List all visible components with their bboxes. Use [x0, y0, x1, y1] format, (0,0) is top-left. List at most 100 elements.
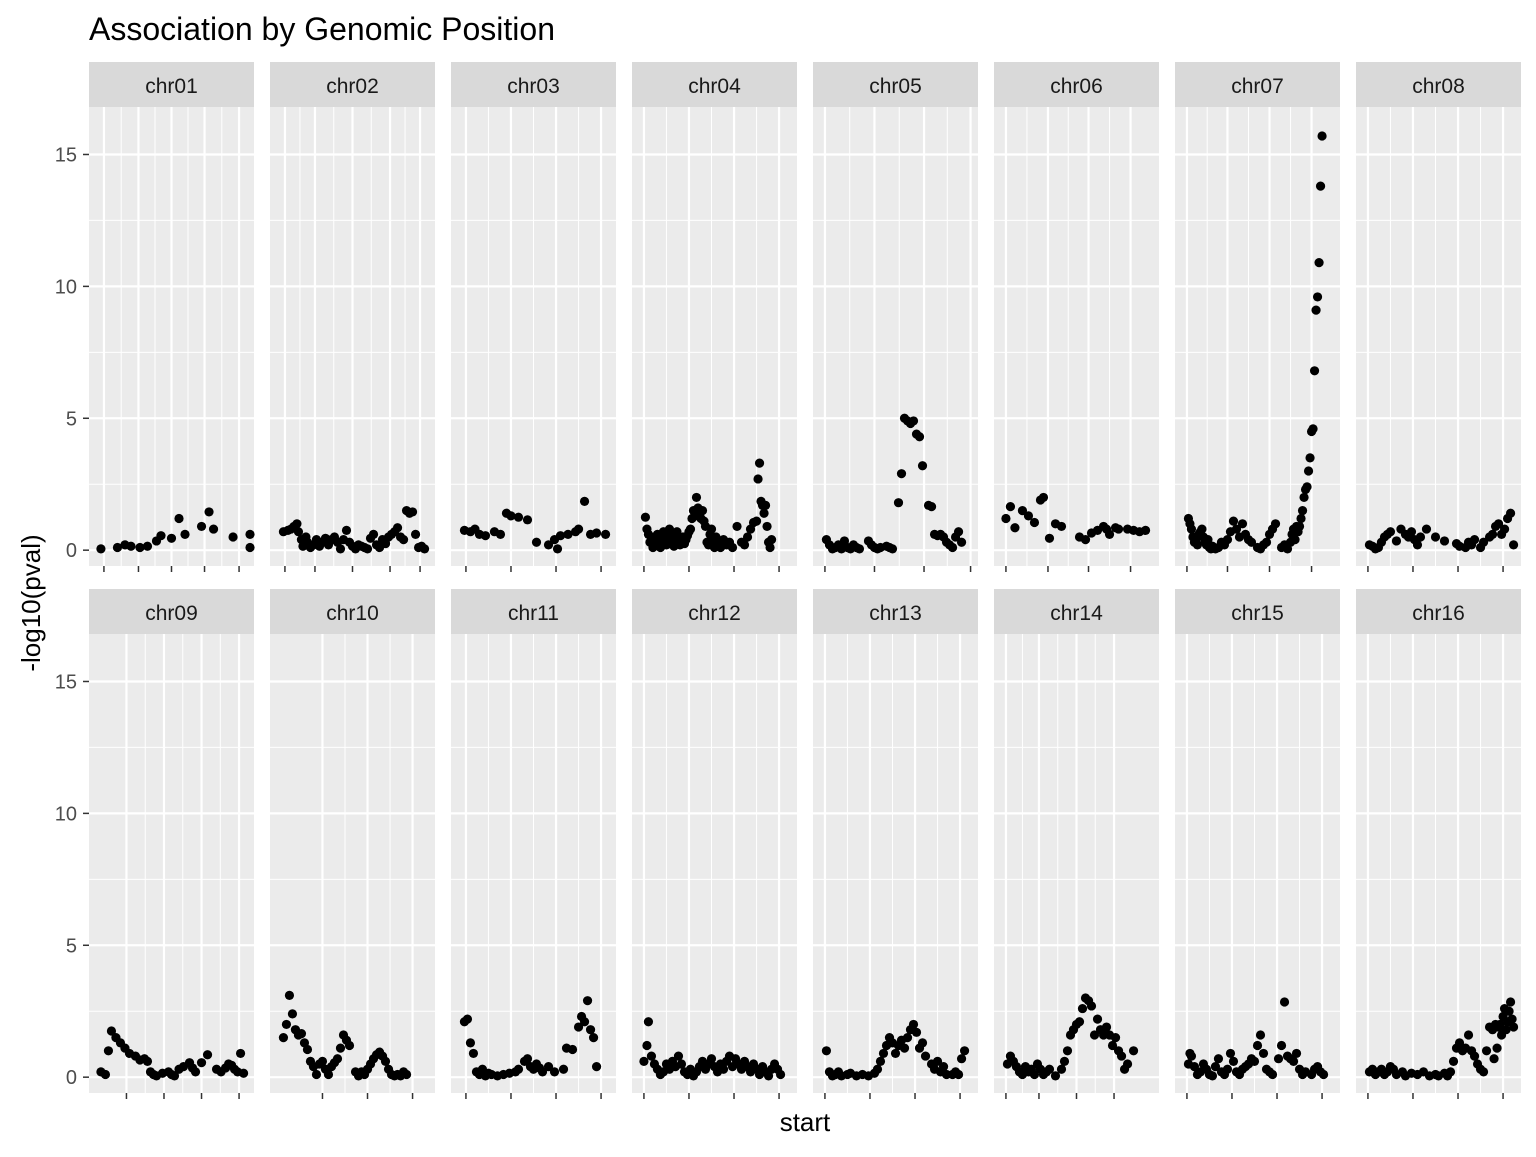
data-point — [1056, 521, 1067, 532]
data-point — [362, 544, 373, 554]
facet-strip — [1175, 62, 1340, 107]
data-point — [462, 1014, 473, 1024]
data-point — [1228, 1056, 1239, 1066]
data-point — [591, 528, 602, 538]
facet-strip — [994, 62, 1159, 107]
data-point — [169, 1071, 180, 1081]
data-point — [914, 432, 925, 442]
data-point — [1249, 1056, 1260, 1066]
data-point — [1056, 1064, 1067, 1074]
data-point — [706, 524, 717, 534]
facet-strip-label: chr04 — [688, 75, 741, 98]
data-point — [591, 1062, 602, 1072]
facet-strip-label: chr06 — [1050, 75, 1103, 98]
data-point — [522, 515, 533, 525]
facet-panel-chr09: chr09 — [89, 589, 254, 1099]
data-point — [1101, 1022, 1112, 1032]
data-point — [920, 1051, 931, 1061]
data-point — [742, 532, 753, 542]
data-point — [96, 544, 106, 554]
facet-strip-label: chr16 — [1412, 602, 1465, 625]
data-point — [1104, 529, 1115, 539]
data-point — [706, 1054, 717, 1064]
data-point — [1005, 502, 1016, 512]
data-point — [887, 544, 898, 554]
data-point — [513, 1064, 524, 1074]
data-point — [878, 1048, 889, 1059]
data-point — [1186, 1051, 1197, 1061]
data-point — [911, 1027, 922, 1037]
data-point — [311, 1069, 322, 1080]
data-point — [238, 1068, 249, 1078]
data-point — [1508, 540, 1519, 550]
data-point — [642, 1040, 652, 1051]
data-point — [1308, 424, 1318, 434]
data-point — [588, 1033, 599, 1043]
data-point — [1225, 1048, 1236, 1059]
data-point — [287, 1009, 298, 1019]
data-point — [495, 529, 506, 539]
data-point — [1252, 1040, 1263, 1051]
facet-panel-chr06: chr06 — [994, 62, 1159, 572]
data-point — [1317, 131, 1327, 141]
data-point — [196, 521, 207, 532]
data-point — [1207, 1071, 1218, 1081]
data-point — [754, 458, 765, 468]
data-point — [202, 1050, 213, 1060]
data-point — [947, 542, 958, 553]
data-point — [543, 1062, 554, 1072]
data-point — [174, 513, 184, 524]
data-point — [204, 507, 214, 517]
data-point — [775, 1069, 786, 1080]
facet-panel-chr05: chr05 — [813, 62, 978, 572]
facet-strip-label: chr15 — [1231, 602, 1284, 625]
data-point — [1128, 1046, 1139, 1056]
data-point — [1276, 1040, 1287, 1051]
data-point — [890, 1048, 901, 1059]
facet-strip-label: chr09 — [145, 602, 198, 625]
data-point — [1448, 1056, 1459, 1066]
data-point — [293, 527, 304, 537]
data-point — [344, 1040, 355, 1051]
data-point — [646, 1051, 657, 1061]
facet-strip-label: chr11 — [508, 602, 559, 625]
data-point — [896, 469, 907, 479]
data-point — [685, 524, 696, 534]
data-point — [552, 544, 563, 554]
data-point — [1478, 537, 1489, 547]
data-point — [1290, 535, 1300, 545]
data-point — [380, 1056, 391, 1066]
panel-background — [1175, 107, 1340, 566]
data-point — [1296, 513, 1306, 524]
data-point — [549, 1067, 560, 1077]
facet-panel-chr07: chr07 — [1175, 62, 1340, 572]
facet-strip — [632, 62, 797, 107]
data-point — [392, 523, 403, 533]
y-tick-label: 15 — [55, 144, 77, 166]
data-point — [639, 1056, 649, 1066]
facet-strip-label: chr07 — [1231, 75, 1284, 98]
facet-strip-label: chr05 — [869, 75, 922, 98]
data-point — [766, 535, 777, 545]
data-point — [938, 1062, 949, 1072]
data-point — [1463, 1030, 1474, 1040]
data-point — [917, 461, 928, 471]
data-point — [522, 1054, 533, 1064]
data-point — [468, 1048, 479, 1059]
facet-panel-chr15: chr15 — [1175, 589, 1340, 1099]
data-point — [1222, 1064, 1233, 1074]
data-point — [1107, 1040, 1118, 1051]
y-tick-label: 5 — [66, 408, 77, 430]
data-point — [296, 1029, 307, 1039]
panel-background — [632, 634, 797, 1093]
data-point — [1481, 1046, 1492, 1056]
data-point — [739, 540, 750, 550]
data-point — [1029, 517, 1040, 528]
panel-background — [994, 107, 1159, 566]
data-point — [953, 527, 964, 537]
data-point — [302, 1044, 313, 1055]
data-point — [1023, 511, 1034, 521]
data-point — [341, 525, 352, 535]
facet-strip — [1356, 62, 1521, 107]
facet-strip-label: chr14 — [1050, 602, 1103, 625]
